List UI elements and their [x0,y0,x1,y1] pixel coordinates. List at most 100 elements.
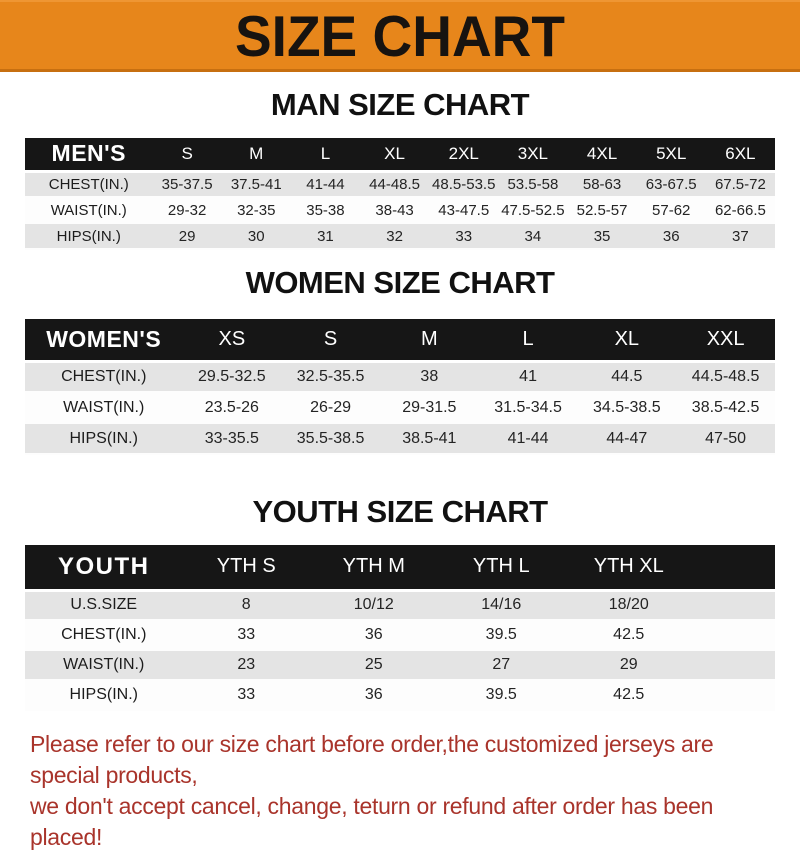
size-value-cell: 29 [565,649,693,681]
size-value-cell: 39.5 [437,619,565,651]
section-men: MAN SIZE CHART MEN'S S M L XL 2XL 3XL 4XL 5XL 6XL… [0,88,800,250]
table-row: HIPS(IN.) 29 30 31 32 33 34 35 36 37 [25,222,775,250]
youth-section-heading: YOUTH SIZE CHART [252,494,548,529]
column-header: XL [360,138,430,173]
women-table-header-row: WOMEN'S XS S M L XL XXL [25,319,775,363]
men-section-heading: MAN SIZE CHART [270,87,530,122]
size-value-cell: 37 [705,222,775,250]
column-header: S [152,138,222,173]
size-value-cell: 53.5-58 [498,170,568,198]
table-title: YOUTH [25,545,183,592]
size-value-cell: 34 [498,222,568,250]
column-header: L [478,319,578,363]
size-value-cell: 29-32 [152,196,222,224]
size-value-cell: 41-44 [290,170,360,198]
notice-line-1: Please refer to our size chart before or… [30,731,714,788]
table-row: WAIST(IN.) 23 25 27 29 [25,649,775,681]
size-value-cell: 48.5-53.5 [429,170,499,198]
size-value-cell: 23.5-26 [182,391,282,424]
table-row: CHEST(IN.) 33 36 39.5 42.5 [25,619,775,651]
table-row: CHEST(IN.) 29.5-32.5 32.5-35.5 38 41 44.5 44.5… [25,360,775,393]
row-label: CHEST(IN.) [25,619,183,651]
size-value-cell: 35-38 [290,196,360,224]
row-label: WAIST(IN.) [25,196,153,224]
row-label: WAIST(IN.) [25,649,183,681]
column-header: M [221,138,291,173]
size-value-cell: 41 [478,360,578,393]
table-row: WAIST(IN.) 23.5-26 26-29 29-31.5 31.5-34.5 34… [25,391,775,424]
size-value-cell: 58-63 [567,170,637,198]
column-header: XL [577,319,677,363]
section-youth: YOUTH SIZE CHART YOUTH YTH S YTH M YTH L YTH… [0,495,800,711]
size-value-cell: 33 [429,222,499,250]
column-header: XS [182,319,282,363]
size-value-cell: 52.5-57 [567,196,637,224]
size-value-cell: 8 [182,589,310,621]
youth-size-table: YOUTH YTH S YTH M YTH L YTH XL U.S.SIZE 8 10/1… [25,545,775,711]
size-value-cell: 32 [360,222,430,250]
size-value-cell: 38 [379,360,479,393]
size-value-cell: 35-37.5 [152,170,222,198]
row-filler [692,619,775,651]
size-value-cell: 29-31.5 [379,391,479,424]
table-title: MEN'S [25,138,153,173]
table-row: HIPS(IN.) 33 36 39.5 42.5 [25,679,775,711]
size-value-cell: 38-43 [360,196,430,224]
column-header: 3XL [498,138,568,173]
column-header: YTH XL [565,545,693,592]
size-value-cell: 26-29 [281,391,380,424]
column-header: L [290,138,360,173]
size-value-cell: 36 [636,222,706,250]
size-value-cell: 14/16 [437,589,565,621]
row-filler [692,589,775,621]
size-value-cell: 44-48.5 [360,170,430,198]
size-value-cell: 67.5-72 [705,170,775,198]
size-value-cell: 36 [310,679,438,711]
row-label: HIPS(IN.) [25,679,183,711]
row-label: U.S.SIZE [25,589,183,621]
size-value-cell: 34.5-38.5 [577,391,677,424]
table-title: WOMEN'S [25,319,183,363]
size-value-cell: 43-47.5 [429,196,499,224]
size-value-cell: 35 [567,222,637,250]
column-header: 5XL [636,138,706,173]
size-value-cell: 44-47 [577,422,677,455]
size-value-cell: 29.5-32.5 [182,360,282,393]
size-value-cell: 38.5-42.5 [676,391,775,424]
size-value-cell: 47.5-52.5 [498,196,568,224]
row-filler [692,679,775,711]
size-value-cell: 33 [182,619,310,651]
size-value-cell: 32-35 [221,196,291,224]
footer-notice: Please refer to our size chart before or… [30,729,775,853]
banner: SIZE CHART [0,0,800,72]
table-row: U.S.SIZE 8 10/12 14/16 18/20 [25,589,775,621]
column-header: YTH M [310,545,438,592]
row-label: WAIST(IN.) [25,391,183,424]
row-label: HIPS(IN.) [25,422,183,455]
table-row: HIPS(IN.) 33-35.5 35.5-38.5 38.5-41 41-44 44-… [25,422,775,455]
column-header: YTH S [182,545,310,592]
column-header: YTH L [437,545,565,592]
size-value-cell: 39.5 [437,679,565,711]
size-value-cell: 42.5 [565,619,693,651]
size-value-cell: 62-66.5 [705,196,775,224]
size-value-cell: 63-67.5 [636,170,706,198]
size-value-cell: 25 [310,649,438,681]
row-label: HIPS(IN.) [25,222,153,250]
size-value-cell: 38.5-41 [379,422,479,455]
size-value-cell: 10/12 [310,589,438,621]
banner-title: SIZE CHART [235,3,565,68]
youth-table-header-row: YOUTH YTH S YTH M YTH L YTH XL [25,545,775,592]
size-value-cell: 47-50 [676,422,775,455]
size-value-cell: 32.5-35.5 [281,360,380,393]
header-filler [692,545,775,592]
column-header: XXL [676,319,775,363]
table-row: CHEST(IN.) 35-37.5 37.5-41 41-44 44-48.5 48.5… [25,170,775,198]
size-value-cell: 44.5 [577,360,677,393]
size-value-cell: 30 [221,222,291,250]
women-section-heading: WOMEN SIZE CHART [245,265,555,300]
size-value-cell: 35.5-38.5 [281,422,380,455]
row-label: CHEST(IN.) [25,170,153,198]
size-value-cell: 41-44 [478,422,578,455]
